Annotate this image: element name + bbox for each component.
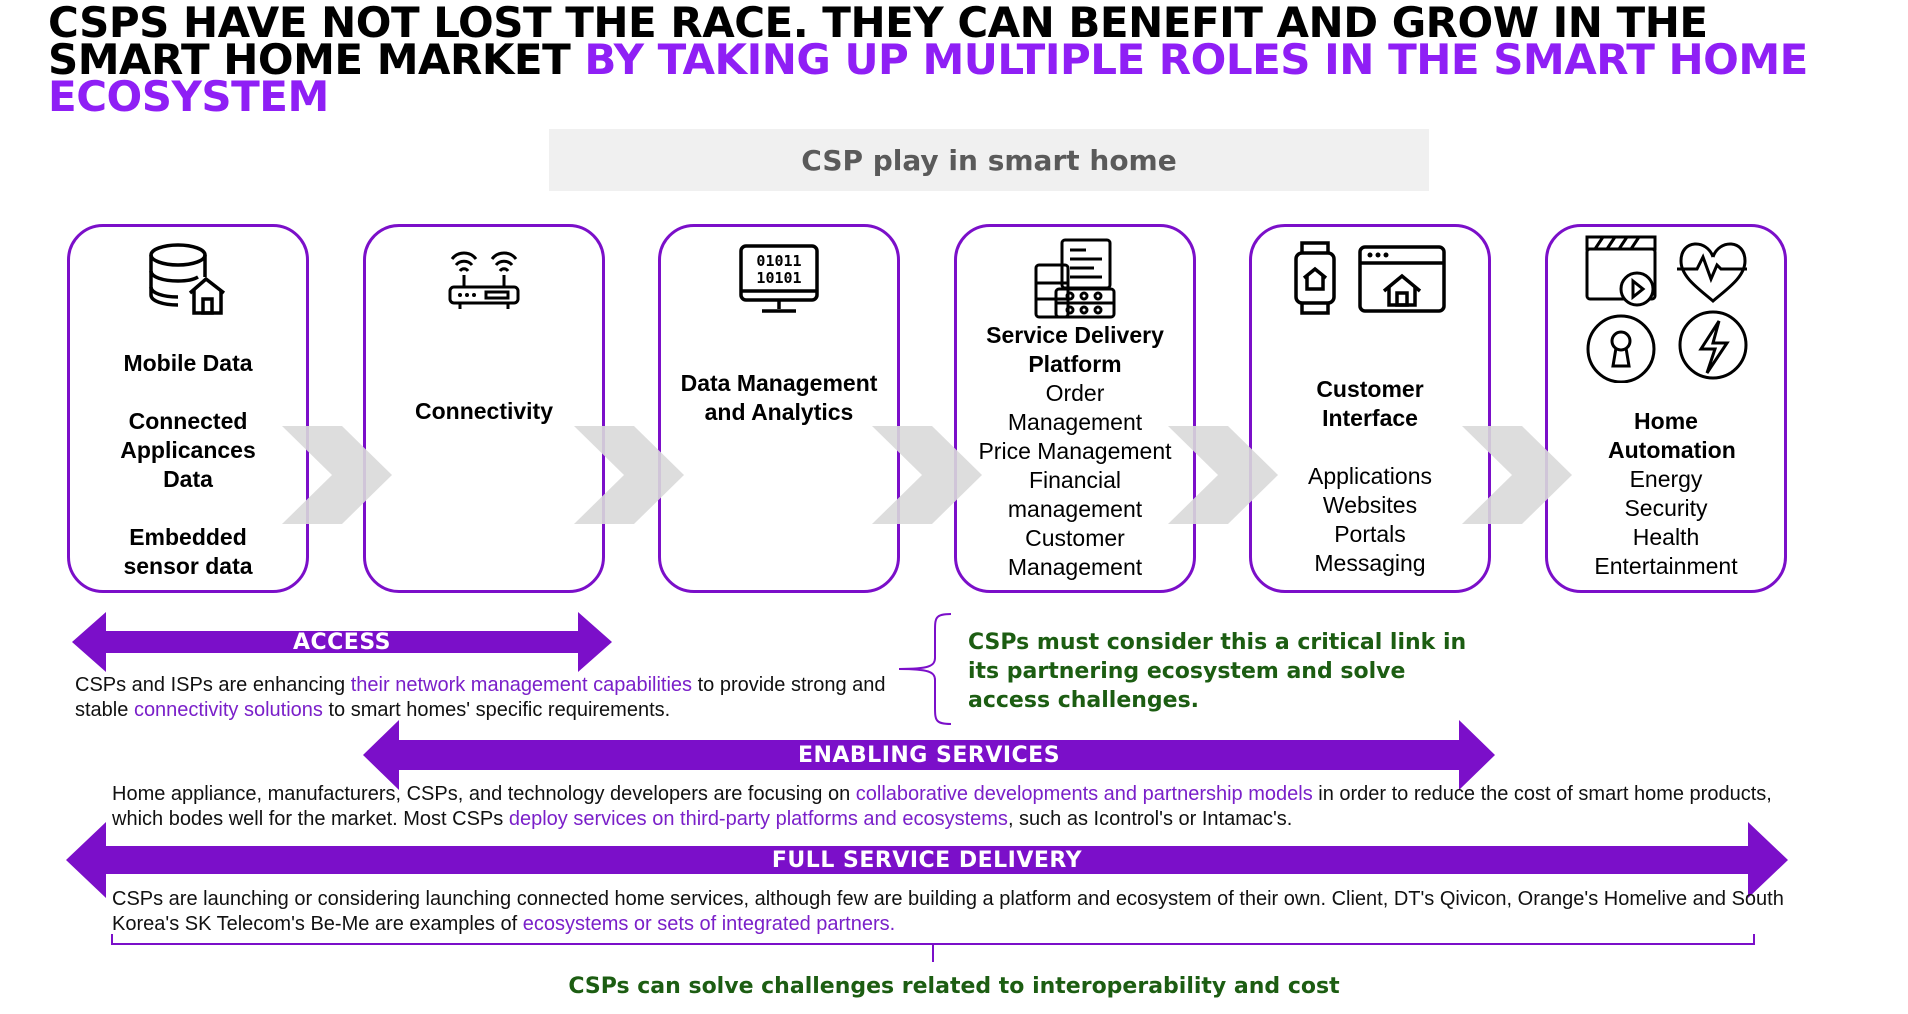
card-item: Security	[1624, 495, 1708, 521]
card-text: Home Automation Energy Security Health E…	[1548, 407, 1784, 581]
card-label: Data Management and Analytics	[680, 370, 878, 425]
enabling-services-arrow: ENABLING SERVICES	[363, 720, 1495, 790]
card-item: Financial management	[1007, 467, 1143, 522]
chevron-arrow-icon	[872, 426, 982, 524]
card-label: Embedded sensor data	[123, 524, 253, 579]
card-item: Customer Management	[1007, 525, 1143, 580]
svg-text:01011: 01011	[756, 252, 801, 270]
card-home-automation: Home Automation Energy Security Health E…	[1545, 224, 1787, 593]
card-spacer	[1252, 433, 1488, 462]
highlight-run: their network management capabilities	[350, 674, 693, 696]
chevron-arrow-icon	[1168, 426, 1278, 524]
chevron-arrow-icon	[1462, 426, 1572, 524]
card-label: Mobile Data	[123, 350, 253, 376]
smartwatch-browser-icon	[1294, 241, 1446, 315]
highlight-run: connectivity solutions	[133, 699, 323, 721]
card-item: Messaging	[1314, 550, 1426, 576]
full-service-description: CSPs are launching or considering launch…	[112, 887, 1812, 937]
page-title: CSPS HAVE NOT LOST THE RACE. THEY CAN BE…	[48, 2, 1878, 118]
card-text: Connectivity	[366, 397, 602, 426]
card-label: Service Delivery Platform	[986, 322, 1164, 377]
card-service-delivery: Service Delivery Platform Order Manageme…	[954, 224, 1196, 593]
left-brace	[898, 613, 952, 725]
card-connectivity: Connectivity	[363, 224, 605, 593]
text-run: , such as Icontrol's or Intamac's.	[1007, 808, 1293, 830]
access-label: ACCESS	[292, 629, 392, 655]
card-item: Order Management	[1007, 380, 1143, 435]
card-label: Connectivity	[414, 398, 554, 424]
card-label: Connected Applicances Data	[120, 408, 256, 492]
text-run: to smart homes' specific requirements.	[322, 699, 671, 721]
chevron-arrow-icon	[574, 426, 684, 524]
card-label: Customer Interface	[1316, 376, 1424, 431]
highlight-run: collaborative developments and partnersh…	[855, 783, 1313, 805]
enabling-description: Home appliance, manufacturers, CSPs, and…	[112, 782, 1812, 832]
card-mobile-data: Mobile Data Connected Applicances Data E…	[67, 224, 309, 593]
card-label: Home Automation	[1608, 408, 1736, 463]
access-description: CSPs and ISPs are enhancing their networ…	[75, 673, 895, 723]
access-callout: CSPs must consider this a critical link …	[968, 630, 1467, 713]
full-service-delivery-arrow: FULL SERVICE DELIVERY	[66, 822, 1788, 898]
chevron-arrow-icon	[282, 426, 392, 524]
binary-monitor-icon: 01011 10101	[739, 244, 819, 313]
text-run: to provide strong and stable	[75, 674, 886, 721]
home-automation-icons	[1585, 235, 1748, 383]
card-spacer	[70, 494, 306, 523]
section-banner: CSP play in smart home	[549, 129, 1429, 191]
full-service-delivery-label: FULL SERVICE DELIVERY	[771, 847, 1083, 873]
card-item: Energy	[1629, 466, 1703, 492]
card-item: Entertainment	[1594, 553, 1738, 579]
highlight-run: ecosystems or sets of integrated partner…	[522, 913, 896, 935]
server-documents-icon	[1034, 238, 1116, 319]
enabling-services-label: ENABLING SERVICES	[797, 742, 1061, 768]
card-item: Websites	[1322, 492, 1418, 518]
card-text: Mobile Data Connected Applicances Data E…	[70, 349, 306, 581]
card-item: Health	[1632, 524, 1700, 550]
card-text: Customer Interface Applications Websites…	[1252, 375, 1488, 578]
card-customer-interface: Customer Interface Applications Websites…	[1249, 224, 1491, 593]
card-text: Service Delivery Platform Order Manageme…	[957, 321, 1193, 582]
database-home-icon	[149, 243, 226, 315]
wifi-router-icon	[448, 251, 520, 309]
bottom-brace	[111, 934, 1755, 962]
card-data-management: 01011 10101 Data Management and Analytic…	[658, 224, 900, 593]
card-item: Portals	[1334, 521, 1406, 547]
card-spacer	[70, 378, 306, 407]
svg-text:10101: 10101	[756, 269, 801, 287]
card-item: Price Management	[978, 438, 1172, 464]
title-purple: BY TAKING UP MULTIPLE ROLES IN THE SMART…	[48, 35, 1808, 121]
highlight-run: deploy services on third-party platforms…	[508, 808, 1008, 830]
access-arrow: ACCESS	[72, 612, 612, 672]
title-black: CSPS HAVE NOT LOST THE RACE. THEY CAN BE…	[48, 0, 1708, 84]
card-text: Data Management and Analytics	[661, 369, 897, 427]
text-run: Home appliance, manufacturers, CSPs, and…	[112, 783, 856, 805]
text-run: CSPs and ISPs are enhancing	[75, 674, 351, 696]
text-run: in order to reduce the cost of smart hom…	[112, 783, 1772, 830]
card-item: Applications	[1307, 463, 1433, 489]
text-run: CSPs are launching or considering launch…	[112, 888, 1784, 935]
bottom-callout: CSPs can solve challenges related to int…	[568, 974, 1340, 999]
